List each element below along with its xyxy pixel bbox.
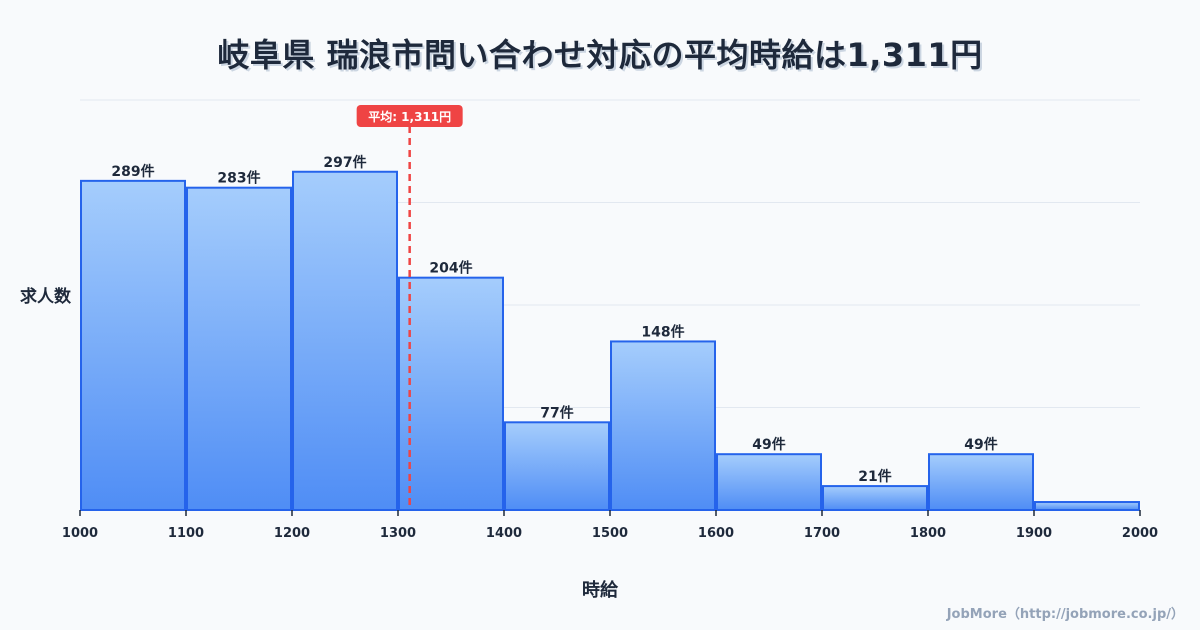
x-tick-label: 1400 [486, 526, 522, 541]
bar-value-label: 77件 [540, 404, 573, 421]
histogram-bar [292, 170, 398, 511]
histogram-bar [186, 186, 292, 511]
x-tick-label: 1600 [698, 526, 734, 541]
x-tick-label: 1000 [62, 526, 98, 541]
y-axis-label: 求人数 [20, 287, 71, 307]
x-tick-label: 1300 [380, 526, 416, 541]
bar-value-label: 49件 [964, 436, 997, 453]
x-tick-label: 1200 [274, 526, 310, 541]
bar-value-label: 289件 [111, 163, 154, 180]
x-tick-label: 1100 [168, 526, 204, 541]
histogram-bar [1034, 501, 1140, 511]
average-label: 平均: 1,311円 [368, 109, 451, 124]
histogram-bar [80, 179, 186, 511]
x-tick-label: 1500 [592, 526, 628, 541]
average-badge [356, 105, 463, 127]
x-tick-label: 1700 [804, 526, 840, 541]
chart-title: 岐阜県 瑞浪市問い合わせ対応の平均時給は1,311円 [217, 36, 983, 74]
bar-value-label: 49件 [752, 436, 785, 453]
bar-value-label: 148件 [641, 323, 684, 340]
source-credit: JobMore（http://jobmore.co.jp/） [946, 607, 1184, 622]
x-axis-label: 時給 [582, 580, 618, 601]
histogram-bar [716, 453, 822, 512]
average-marker: 平均: 1,311円 [356, 105, 463, 510]
histogram-bar [504, 421, 610, 511]
histogram-bar [610, 340, 716, 512]
bar-value-label: 204件 [429, 260, 472, 277]
bars: 289件 283件 297件 204件 77件 148件 49件 21件 49件 [80, 154, 1140, 512]
x-tick-label: 1900 [1016, 526, 1052, 541]
x-axis-ticks: 1000 1100 1200 1300 1400 1500 1600 1700 1800 1900… [62, 510, 1158, 541]
bar-value-label: 21件 [858, 468, 891, 485]
bar-value-label: 283件 [217, 170, 260, 187]
histogram-bar [822, 485, 928, 512]
x-tick-label: 2000 [1122, 526, 1158, 541]
bar-value-label: 297件 [323, 154, 366, 171]
histogram-bar [928, 453, 1034, 512]
histogram-bar [398, 276, 504, 511]
x-tick-label: 1800 [910, 526, 946, 541]
